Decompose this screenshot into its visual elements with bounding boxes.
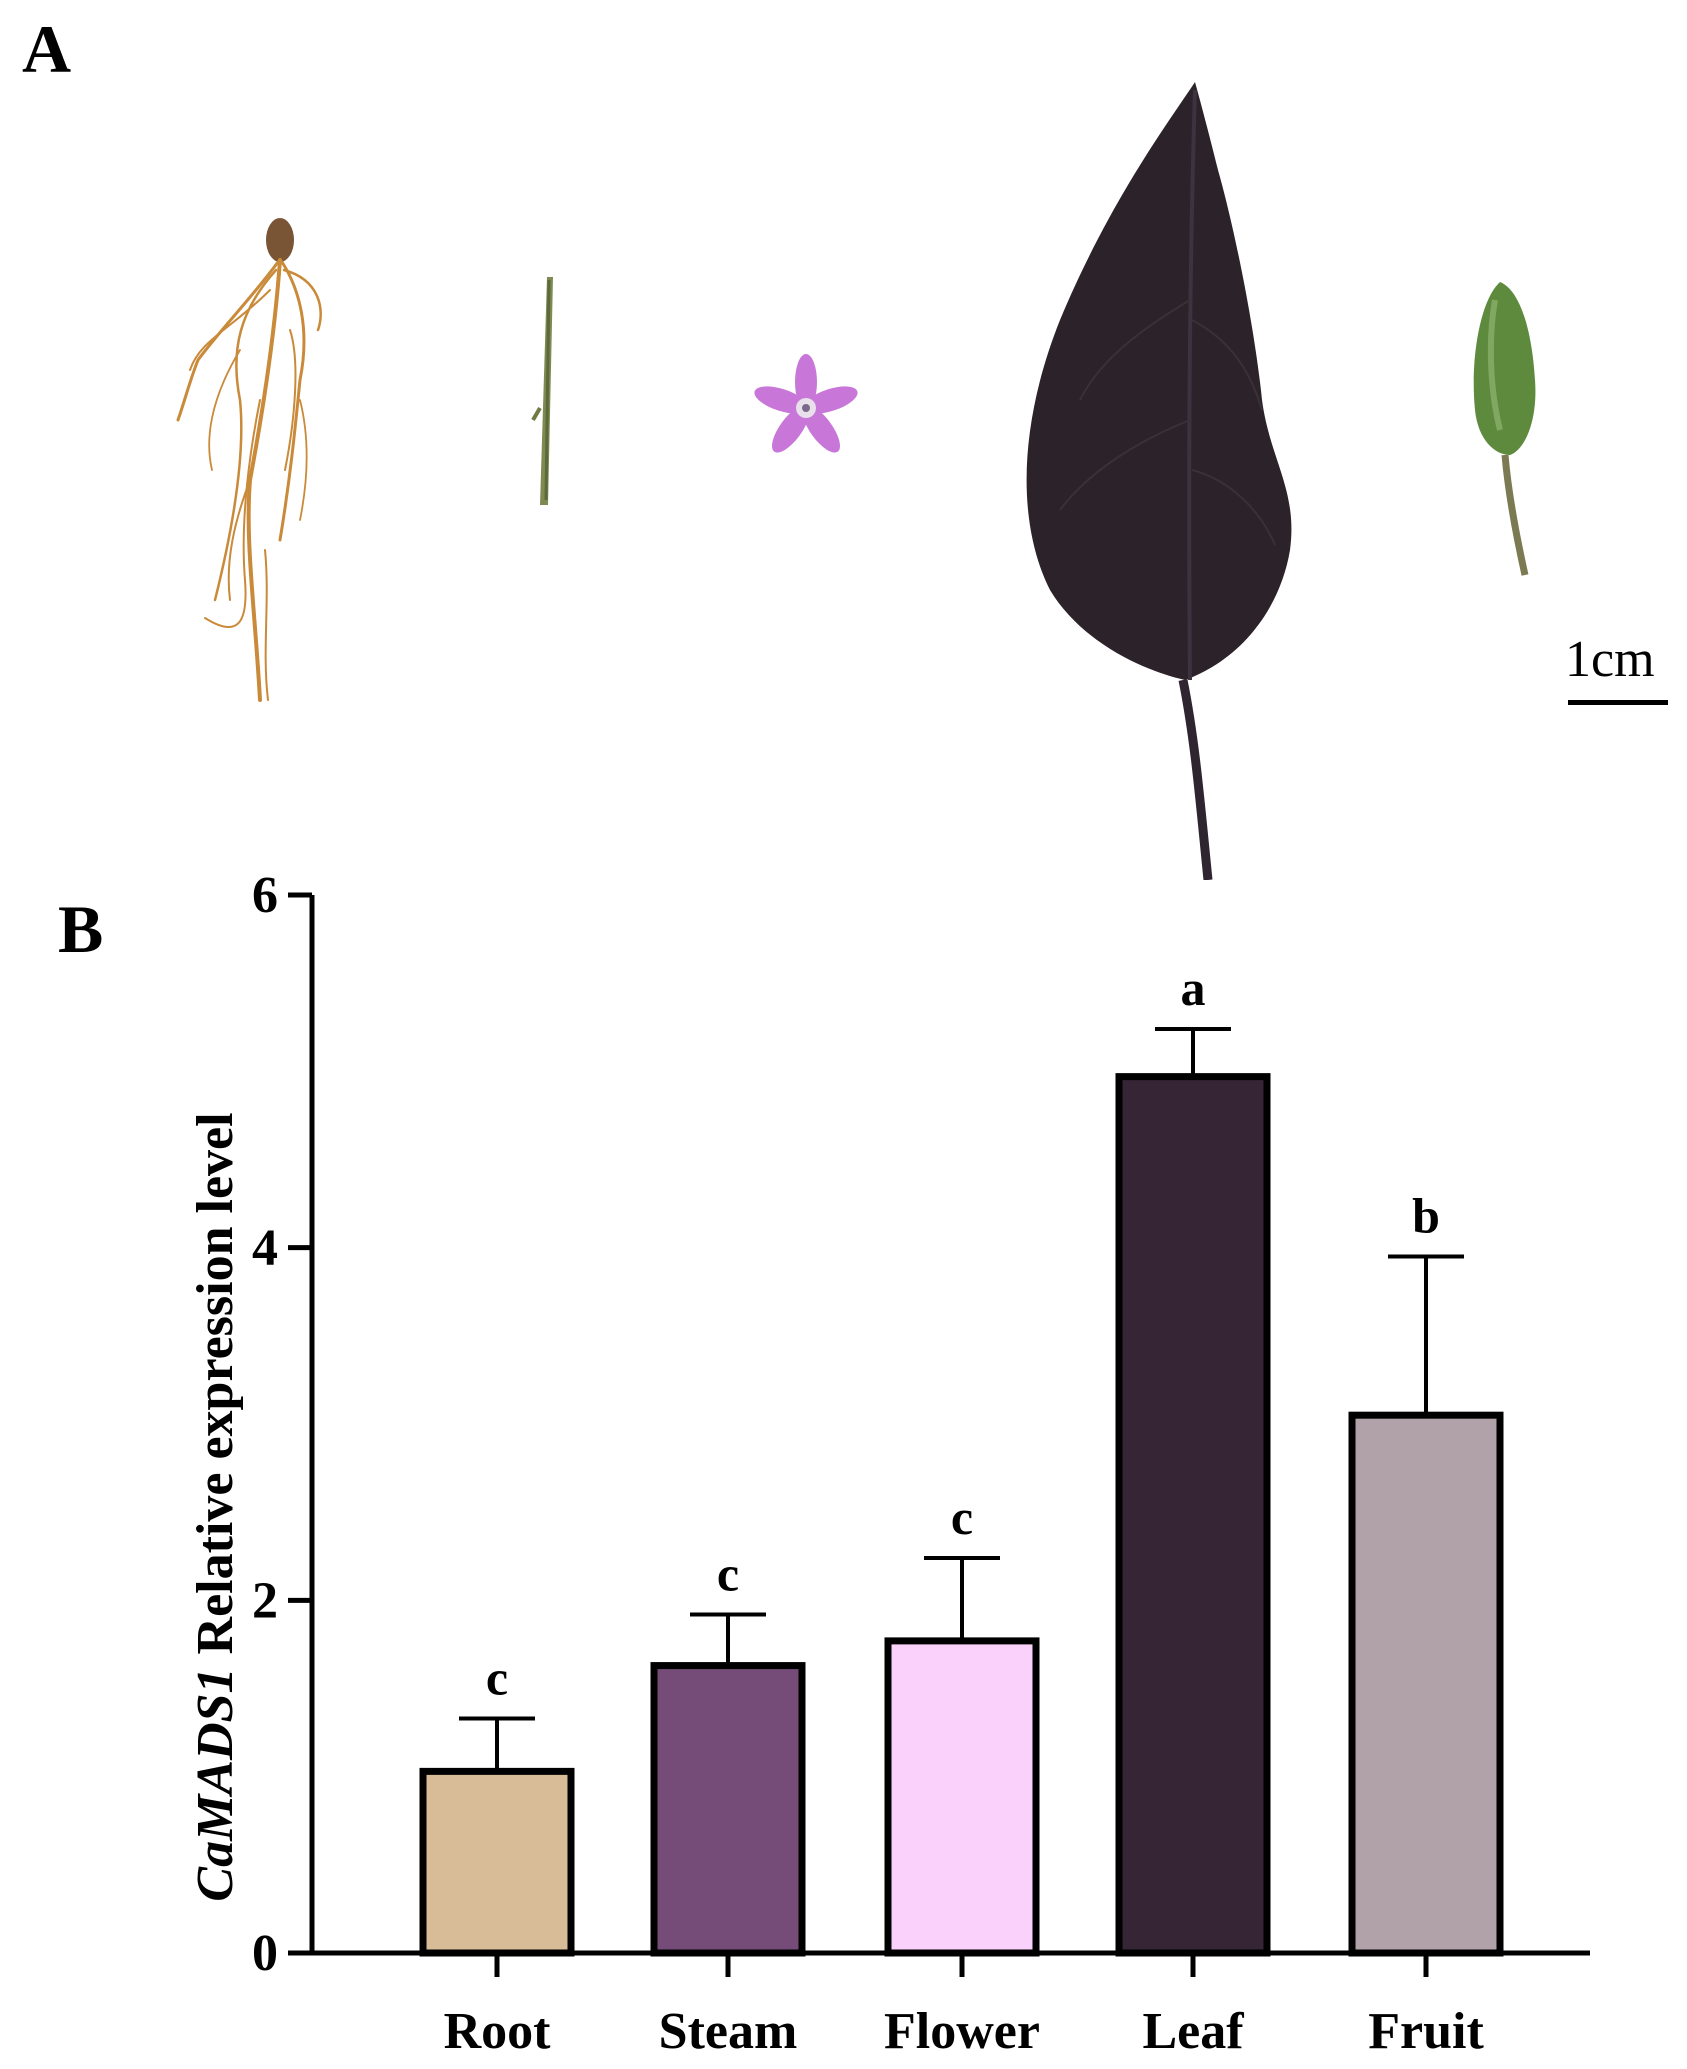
significance-label: c [951, 1489, 973, 1545]
y-axis-label: CaMADS1 Relative expression level [187, 1112, 244, 1901]
scale-bar [1568, 700, 1668, 705]
y-tick-label: 0 [252, 1925, 278, 1982]
significance-label: a [1181, 960, 1206, 1016]
y-tick-label: 6 [252, 867, 278, 924]
significance-label: c [717, 1545, 739, 1601]
y-tick-label: 2 [252, 1572, 278, 1629]
panel-label-a: A [22, 11, 72, 87]
significance-label: c [486, 1649, 508, 1705]
scale-bar-label: 1cm [1565, 631, 1655, 688]
x-tick-label: Fruit [1368, 2003, 1484, 2060]
significance-label: b [1412, 1187, 1440, 1243]
x-tick-label: Leaf [1142, 2003, 1244, 2060]
bar-flower [884, 1637, 1040, 1957]
bar-steam [650, 1662, 806, 1957]
flower-specimen [754, 354, 858, 453]
x-tick-label: Root [444, 2003, 552, 2060]
x-tick-label: Flower [884, 2003, 1040, 2060]
x-tick-label: Steam [659, 2003, 798, 2060]
panel-label-b: B [58, 891, 104, 967]
y-axis-label-gene: CaMADS1 [187, 1667, 244, 1901]
stem-specimen [531, 277, 553, 505]
bar-fruit [1348, 1411, 1504, 1957]
bar-root [419, 1767, 575, 1957]
leaf-specimen [1026, 82, 1292, 880]
y-axis-label-text: Relative expression level [187, 1112, 244, 1667]
svg-text:CaMADS1 Relative expression le: CaMADS1 Relative expression level [187, 1112, 244, 1901]
y-tick-label: 4 [252, 1220, 278, 1277]
bar-leaf [1115, 1073, 1271, 1957]
root-specimen [176, 218, 322, 702]
fruit-specimen [1473, 282, 1536, 576]
expression-bar-chart: CaMADS1 Relative expression level 0 2 4 6 c R… [187, 867, 1590, 2060]
specimen-photos [176, 82, 1536, 880]
